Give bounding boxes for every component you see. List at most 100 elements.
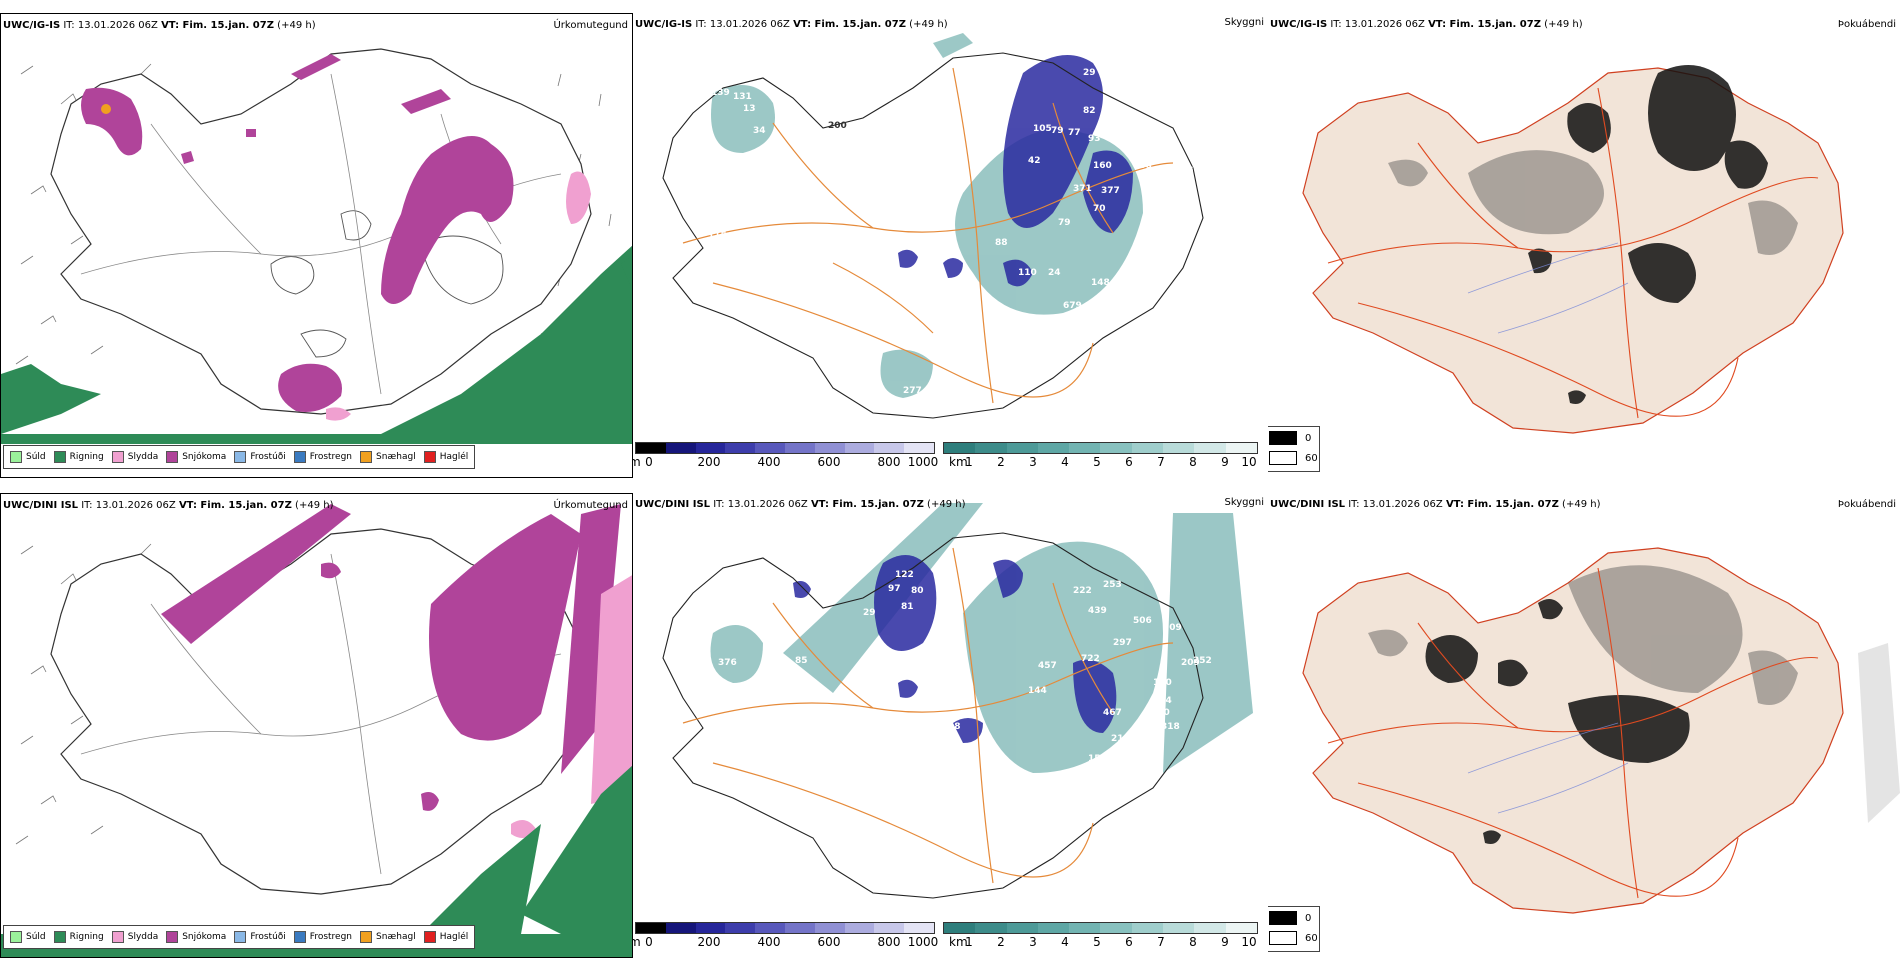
label: 18 <box>703 136 716 146</box>
fog-index-map-bottom <box>1302 547 1900 914</box>
label: 209 <box>1163 623 1182 633</box>
road-network <box>682 67 1174 404</box>
label: 181 <box>963 571 982 581</box>
fog-scale-colorbar: m 0 200 400 600 800 1000 <box>633 442 938 469</box>
panel-field-name: Skyggni <box>1224 17 1264 28</box>
label: 139 <box>933 651 952 661</box>
panel-title: UWC/IG-IS IT: 13.01.2026 06Z VT: Fim. 15… <box>1270 19 1583 30</box>
label: 376 <box>718 658 737 668</box>
label: 209 <box>1181 658 1200 668</box>
label: 722 <box>1081 654 1100 664</box>
label: 86 <box>1181 166 1194 176</box>
label: 110 <box>1018 268 1037 278</box>
precip-type-panel-bottom: UWC/DINI ISL IT: 13.01.2026 06Z VT: Fim.… <box>0 493 633 958</box>
label: 467 <box>1103 708 1122 718</box>
label: 335 <box>1138 731 1157 741</box>
label: 82 <box>1083 106 1096 116</box>
label: 377 <box>1101 186 1120 196</box>
label: 131 <box>733 92 752 102</box>
precip-type-legend: Súld Rigning Slydda Snjókoma Frostúði Fr… <box>3 925 476 949</box>
rain-areas <box>1 245 632 444</box>
label: 144 <box>1028 686 1047 696</box>
label: 135 <box>1143 238 1162 248</box>
panel-field-name: Þokuábendi <box>1837 19 1896 30</box>
label: 85 <box>795 656 808 666</box>
label: 371 <box>1073 184 1092 194</box>
panel-field-name: Skyggni <box>1224 497 1264 508</box>
label: 120 <box>1153 678 1172 688</box>
label: 679 <box>1063 301 1082 311</box>
label: 24 <box>1048 268 1061 278</box>
precip-type-legend: Súld Rigning Slydda Snjókoma Frostúði Fr… <box>3 445 476 469</box>
visibility-scale-colorbar: km 1 2 3 4 5 6 7 8 9 10 <box>943 922 1258 949</box>
value-labels: 139 131 34 200 29 82 76 105 79 77 93 42 … <box>703 68 1194 396</box>
label: 29 <box>1083 68 1096 78</box>
label: 79 <box>1058 218 1071 228</box>
label: 42 <box>1028 156 1041 166</box>
panel-title: UWC/DINI ISL IT: 13.01.2026 06Z VT: Fim.… <box>3 500 334 511</box>
label: 160 <box>1151 708 1170 718</box>
label: 34 <box>753 126 766 136</box>
label: 218 <box>1063 336 1082 346</box>
label: 81 <box>901 602 914 612</box>
visibility-map-bottom: 181 122 97 80 81 29 222 253 439 506 209 … <box>662 503 1253 899</box>
fog-index-panel-top: UWC/IG-IS IT: 13.01.2026 06Z VT: Fim. 15… <box>1268 13 1900 478</box>
precip-type-map-bottom <box>1 504 632 957</box>
fog-index-legend: 0 60 <box>1268 426 1320 472</box>
label: 168 <box>1133 161 1152 171</box>
label: 93 <box>1088 134 1101 144</box>
label: 115 <box>708 231 727 241</box>
label: 88 <box>995 238 1008 248</box>
panel-field-name: Úrkomutegund <box>553 20 628 31</box>
visibility-panel-bottom: 181 122 97 80 81 29 222 253 439 506 209 … <box>633 493 1268 958</box>
panel-title: UWC/DINI ISL IT: 13.01.2026 06Z VT: Fim.… <box>1270 499 1601 510</box>
label: 148 <box>1091 278 1110 288</box>
visibility-map-top: 139 131 34 200 29 82 76 105 79 77 93 42 … <box>662 33 1204 419</box>
label: 318 <box>1161 722 1180 732</box>
label: 218 <box>1111 734 1130 744</box>
visibility-panel-top: 139 131 34 200 29 82 76 105 79 77 93 42 … <box>633 13 1268 478</box>
precip-type-map-top <box>1 48 632 444</box>
label: 37 <box>725 700 738 710</box>
label: 252 <box>1193 656 1212 666</box>
label: 97 <box>1153 261 1166 271</box>
label: 457 <box>1038 661 1057 671</box>
panel-title: UWC/DINI ISL IT: 13.01.2026 06Z VT: Fim.… <box>635 499 966 510</box>
label: 138 <box>733 178 752 188</box>
label: 105 <box>1033 124 1052 134</box>
panel-field-name: Þokuábendi <box>1837 499 1896 510</box>
label: 145 <box>1143 188 1162 198</box>
label: 29 <box>863 608 876 618</box>
panel-title: UWC/IG-IS IT: 13.01.2026 06Z VT: Fim. 15… <box>3 20 316 31</box>
label: 297 <box>1113 638 1132 648</box>
label: 200 <box>828 121 847 131</box>
label: 92 <box>943 249 956 259</box>
panel-field-name: Úrkomutegund <box>553 500 628 511</box>
visibility-scale-colorbar: km 1 2 3 4 5 6 7 8 9 10 <box>943 442 1258 469</box>
fog-index-panel-bottom: UWC/DINI ISL IT: 13.01.2026 06Z VT: Fim.… <box>1268 493 1900 958</box>
fog-index-legend: 0 60 <box>1268 906 1320 952</box>
label: 13 <box>743 104 756 114</box>
panel-title: UWC/IG-IS IT: 13.01.2026 06Z VT: Fim. 15… <box>635 19 948 30</box>
label: 76 <box>1111 124 1124 134</box>
label: 222 <box>1073 586 1092 596</box>
label: 80 <box>911 586 924 596</box>
fog-dark-zones <box>1528 65 1768 404</box>
label: 215 <box>933 666 952 676</box>
label: 277 <box>903 386 922 396</box>
label: 506 <box>1133 616 1152 626</box>
label: 70 <box>703 704 716 714</box>
label: 160 <box>1093 161 1112 171</box>
label: 154 <box>1088 754 1107 764</box>
fog-index-map-top <box>1302 65 1844 434</box>
label: 95 <box>1173 198 1186 208</box>
label: 98 <box>948 722 961 732</box>
label: 122 <box>895 570 914 580</box>
snow-areas <box>81 54 514 412</box>
label: 439 <box>1088 606 1107 616</box>
label: 70 <box>1093 204 1106 214</box>
label: 262 <box>1061 786 1080 796</box>
label: 109 <box>1163 176 1182 186</box>
label: 109 <box>1163 211 1182 221</box>
label: 97 <box>888 584 901 594</box>
